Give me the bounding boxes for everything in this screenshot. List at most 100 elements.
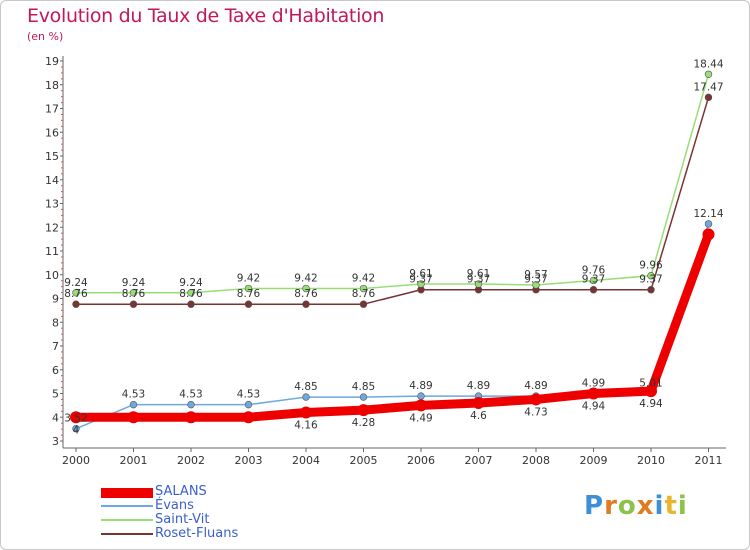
y-tick-label: 14 [45,174,59,187]
x-tick-label: 2009 [580,454,608,467]
legend-label: Roset-Fluans [155,526,239,541]
data-label: 18.44 [693,58,723,70]
data-label: 9.37 [582,274,605,286]
data-label: 4.89 [409,380,432,392]
y-tick-label: 11 [45,245,59,258]
series-line-roset-fluans [75,96,710,305]
x-tick-label: 2005 [350,454,378,467]
series-point [187,300,195,308]
legend-label: Saint-Vit [155,512,210,527]
brand-letter: r [604,491,618,521]
data-label: 8.76 [179,288,203,300]
y-tick-label: 4 [52,411,59,424]
data-label: 8.76 [122,288,146,300]
series-line-saint-vit [75,73,710,294]
legend-label: Évans [155,498,194,513]
series-point [244,400,253,409]
series-point [129,289,138,297]
brand-letter: x [636,491,655,521]
y-tick-label: 12 [45,221,59,234]
series-point [187,289,195,297]
series-point [587,387,600,400]
data-label: 4.89 [524,380,547,392]
data-label: 4.53 [179,389,202,401]
x-tick-label: 2004 [292,454,320,467]
x-tick-label: 2001 [120,454,148,467]
legend-label: SALANS [155,484,207,499]
x-tick-label: 2006 [407,454,435,467]
series-point [417,280,425,288]
data-label: 8.76 [294,288,318,300]
y-tick-label: 9 [52,293,59,306]
x-tick-label: 2002 [177,454,205,467]
x-tick-label: 2007 [465,454,493,467]
data-label: 9.76 [582,264,606,276]
y-tick-label: 5 [52,388,59,401]
series-point [185,411,197,424]
chart-subtitle: (en %) [27,30,64,43]
y-tick-label: 15 [45,150,59,163]
series-point [72,300,80,308]
y-tick-label: 6 [52,364,59,377]
series-point [417,392,425,400]
series-point [242,411,255,424]
y-tick-label: 13 [45,198,59,211]
data-label: 4.94 [582,401,606,413]
data-label: 4.53 [237,389,260,401]
series-point [127,411,140,424]
data-label: 17.47 [693,81,723,93]
series-point [70,411,82,424]
data-label: 4.53 [122,389,145,401]
series-point [302,300,310,308]
data-label: 9.24 [122,277,146,289]
data-label: 9.96 [639,260,663,272]
y-tick-label: 17 [45,103,59,116]
x-tick-label: 2003 [235,454,263,467]
series-point [129,400,138,409]
series-point [647,272,655,280]
series-point [530,393,542,406]
x-tick-label: 2000 [62,454,90,467]
y-tick-label: 7 [52,340,59,353]
y-tick-label: 19 [45,55,59,68]
data-label: 4.94 [639,398,663,410]
series-point [645,385,657,398]
legend-swatch-salans [101,488,153,498]
series-point [357,404,370,417]
brand-letter: i [654,491,665,521]
data-label: 9.24 [179,277,203,289]
series-point [704,220,713,228]
data-label: 9.61 [467,268,490,280]
data-label: 4.28 [352,417,375,429]
y-tick-label: 18 [45,79,59,92]
data-label: 4.85 [294,381,317,393]
data-label: 9.37 [467,274,490,286]
series-point [244,284,253,293]
series-point [300,406,312,419]
y-tick-label: 8 [52,316,59,329]
y-tick-label: 3 [52,435,59,448]
data-label: 9.42 [237,273,260,285]
data-label: 9.24 [64,277,88,289]
brand-letter: i [677,491,688,521]
series-point [129,300,138,308]
series-point [359,300,368,308]
series-point [702,228,715,241]
series-point [72,289,80,297]
series-point [302,393,310,401]
data-label: 9.37 [524,274,547,286]
legend-swatch-roset-fluans [101,533,153,535]
data-label: 9.42 [352,273,375,285]
series-line--vans [75,223,710,430]
brand-letter: o [617,491,637,521]
data-label: 4.6 [470,410,487,422]
series-point [474,280,483,288]
series-point [359,284,368,293]
data-label: 8.76 [64,288,88,300]
series-point [532,281,540,289]
data-label: 12.14 [693,208,723,220]
data-label: 5.01 [639,377,662,389]
series-point [589,286,598,294]
legend-swatch-saint-vit [101,519,153,521]
